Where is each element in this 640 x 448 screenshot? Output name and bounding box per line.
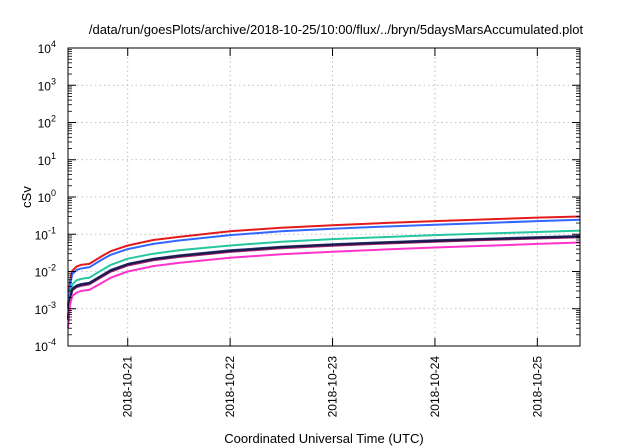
series-line-7 [67, 241, 581, 329]
x-tick-label: 2018-10-22 [223, 356, 237, 418]
y-tick-label: 10-1 [35, 225, 56, 242]
series-line-6 [67, 235, 581, 319]
y-tick-exponent: 3 [51, 76, 56, 86]
y-tick-exponent: 2 [51, 114, 56, 124]
y-tick-base: 10 [35, 228, 49, 242]
x-axis-label: Coordinated Universal Time (UTC) [224, 431, 423, 446]
x-tick-label: 2018-10-24 [428, 356, 442, 418]
series-line-3 [67, 229, 581, 315]
x-tick-label: 2018-10-23 [326, 356, 340, 418]
y-tick-base: 10 [38, 42, 52, 56]
y-tick-exponent: -2 [48, 263, 56, 273]
y-tick-label: 10-3 [35, 300, 56, 317]
y-tick-base: 10 [35, 303, 49, 317]
series-line-1 [67, 215, 581, 306]
y-tick-exponent: 4 [51, 39, 56, 49]
x-tick-labels: 2018-10-21 2018-10-22 2018-10-23 2018-10-24… [121, 356, 545, 418]
series-line-2 [67, 218, 581, 309]
y-tick-base: 10 [35, 266, 49, 280]
y-tick-label: 10-2 [35, 263, 56, 280]
y-tick-exponent: -4 [48, 337, 56, 347]
y-tick-exponent: 1 [51, 151, 56, 161]
ticks [68, 47, 580, 347]
y-tick-base: 10 [38, 117, 52, 131]
y-tick-label: 104 [38, 39, 56, 56]
y-tick-base: 10 [38, 154, 52, 168]
x-tick-label: 2018-10-21 [121, 356, 135, 418]
y-tick-base: 10 [35, 340, 49, 354]
x-tick-label: 2018-10-25 [530, 356, 544, 418]
y-tick-label: 100 [38, 188, 56, 205]
y-tick-label: 101 [38, 151, 56, 168]
series-layer [67, 215, 581, 329]
y-tick-exponent: -1 [48, 225, 56, 235]
grid-lines [68, 48, 580, 346]
y-tick-base: 10 [38, 191, 52, 205]
chart-title: /data/run/goesPlots/archive/2018-10-25/1… [89, 22, 584, 37]
y-tick-label: 10-4 [35, 337, 56, 354]
y-tick-label: 103 [38, 76, 56, 93]
y-tick-exponent: 0 [51, 188, 56, 198]
y-tick-label: 102 [38, 114, 56, 131]
y-axis-label: cSv [19, 186, 34, 208]
y-tick-exponent: -3 [48, 300, 56, 310]
y-tick-base: 10 [38, 79, 52, 93]
